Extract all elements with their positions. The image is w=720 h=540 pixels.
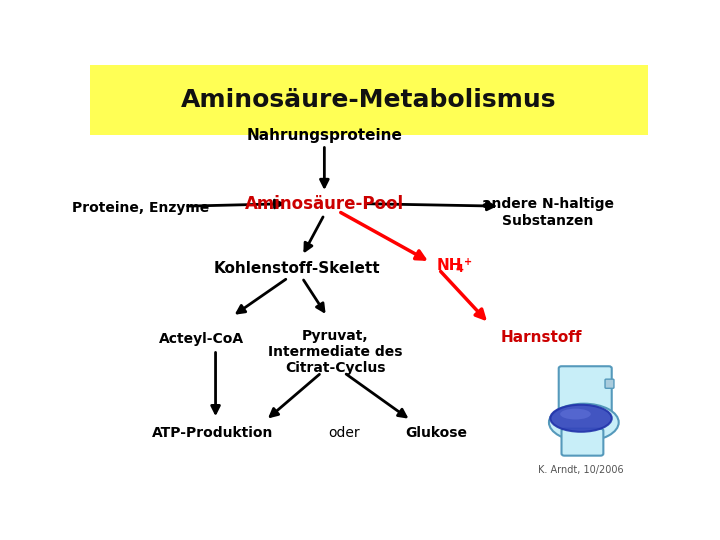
Text: 4: 4 <box>456 265 464 274</box>
FancyBboxPatch shape <box>605 379 614 388</box>
Text: Aminosäure-Pool: Aminosäure-Pool <box>245 195 404 213</box>
Text: Nahrungsproteine: Nahrungsproteine <box>246 128 402 143</box>
Ellipse shape <box>549 404 618 441</box>
Text: Aminosäure-Metabolismus: Aminosäure-Metabolismus <box>181 88 557 112</box>
Ellipse shape <box>550 404 612 432</box>
Text: NH: NH <box>437 258 462 273</box>
FancyBboxPatch shape <box>90 65 648 136</box>
Text: Harnstoff: Harnstoff <box>500 329 582 345</box>
Text: Acteyl-CoA: Acteyl-CoA <box>159 332 244 346</box>
Text: Pyruvat,
Intermediate des
Citrat-Cyclus: Pyruvat, Intermediate des Citrat-Cyclus <box>269 328 402 375</box>
Text: andere N-haltige
Substanzen: andere N-haltige Substanzen <box>482 197 613 227</box>
Text: Kohlenstoff-Skelett: Kohlenstoff-Skelett <box>213 261 379 276</box>
Text: K. Arndt, 10/2006: K. Arndt, 10/2006 <box>539 465 624 475</box>
Text: ATP-Produktion: ATP-Produktion <box>152 426 274 440</box>
Text: Glukose: Glukose <box>405 426 467 440</box>
Text: +: + <box>464 257 472 267</box>
Ellipse shape <box>560 409 591 420</box>
FancyBboxPatch shape <box>562 429 603 456</box>
FancyBboxPatch shape <box>559 366 612 418</box>
Text: oder: oder <box>328 426 360 440</box>
Text: Proteine, Enzyme: Proteine, Enzyme <box>71 201 209 215</box>
